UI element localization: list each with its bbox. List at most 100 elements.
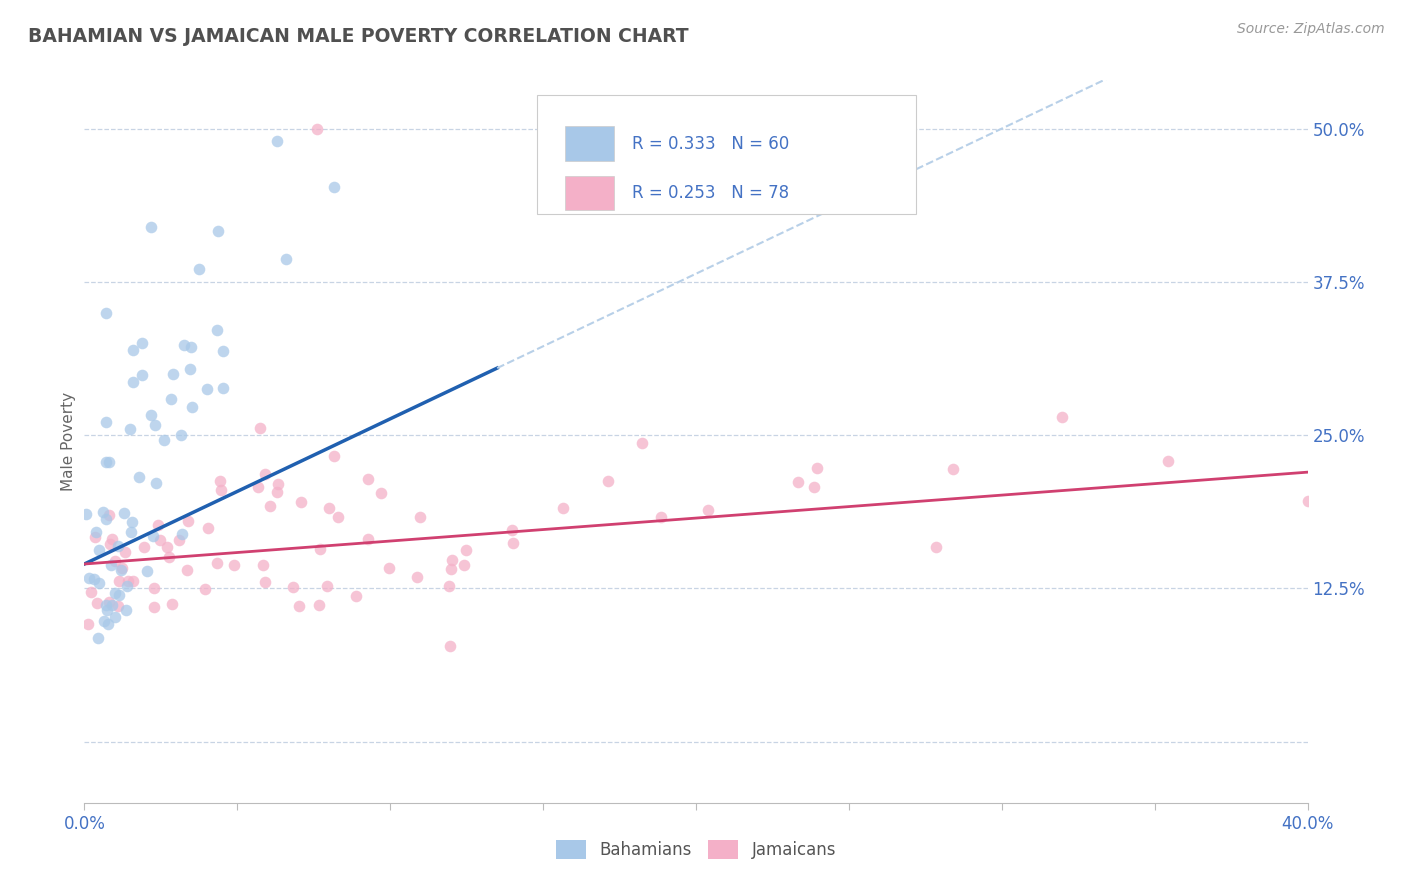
Point [179,362,201,376]
Point [598,474,620,488]
Point [142,599,165,614]
Point [650,509,672,524]
Point [98,537,121,551]
Point [205,557,228,571]
Point [87,575,110,590]
Point [122,343,145,357]
Point [97,454,120,468]
Point [114,544,136,558]
Point [121,515,143,529]
Point [207,224,229,238]
Point [209,483,232,498]
Point [212,343,235,358]
Point [806,461,828,475]
Point [501,523,523,537]
Point [276,252,298,266]
Point [156,540,179,554]
Point [84,524,107,539]
Point [197,521,219,535]
Point [110,563,132,577]
Point [142,529,165,543]
Point [924,541,946,555]
Point [803,480,825,494]
Point [91,505,114,519]
Point [288,599,311,613]
Point [553,500,575,515]
FancyBboxPatch shape [565,127,614,161]
Point [143,581,166,595]
Point [187,262,209,277]
Point [406,570,429,584]
Point [107,539,129,553]
Point [454,542,477,557]
Point [409,510,432,524]
Point [122,574,145,588]
Point [253,574,276,589]
Point [197,382,219,396]
Point [131,368,153,382]
Point [118,422,141,436]
Point [267,476,290,491]
Point [153,433,176,447]
Text: BAHAMIAN VS JAMAICAN MALE POVERTY CORRELATION CHART: BAHAMIAN VS JAMAICAN MALE POVERTY CORREL… [28,27,689,45]
Point [97,508,120,522]
Point [75,507,97,521]
Point [176,563,198,577]
Point [942,462,965,476]
Point [318,501,340,516]
Point [180,340,202,354]
Point [76,617,98,632]
Point [135,565,157,579]
Point [94,511,117,525]
Point [441,553,464,567]
Point [107,588,129,602]
Point [108,574,131,589]
Point [194,582,217,596]
Point [149,533,172,547]
Point [1296,494,1319,508]
Point [787,475,810,489]
Point [326,510,349,524]
Point [128,469,150,483]
Point [266,484,288,499]
Text: R = 0.253   N = 78: R = 0.253 N = 78 [633,184,790,202]
Point [170,428,193,442]
Point [83,530,105,544]
Point [181,400,204,414]
Point [143,417,166,432]
Point [101,599,124,613]
Point [89,543,111,558]
Point [246,480,269,494]
Point [98,595,121,609]
Point [305,122,328,136]
Point [117,574,139,588]
Point [86,632,108,646]
Point [93,614,115,628]
Point [145,476,167,491]
Point [86,597,108,611]
Point [696,503,718,517]
Point [139,220,162,235]
Text: R = 0.333   N = 60: R = 0.333 N = 60 [633,135,790,153]
Point [173,338,195,352]
Point [308,598,330,612]
Point [160,392,183,406]
Point [208,475,231,489]
Point [131,336,153,351]
Point [172,527,194,541]
Point [316,579,339,593]
Point [115,579,138,593]
Point [104,610,127,624]
Point [253,467,276,481]
Point [370,486,392,500]
Point [222,558,245,573]
Point [162,367,184,381]
Point [77,571,100,585]
Point [160,597,183,611]
Point [132,540,155,554]
Point [1050,410,1073,425]
Point [100,532,122,546]
Point [94,415,117,429]
Point [114,603,136,617]
Point [290,495,312,509]
